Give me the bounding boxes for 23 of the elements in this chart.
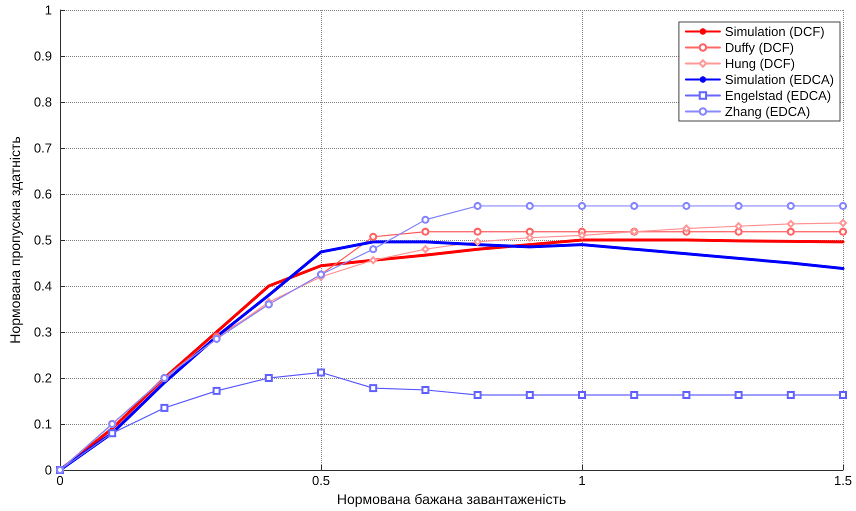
y-tick-label: 0.7 (34, 140, 52, 156)
y-tick-label: 0 (44, 462, 52, 478)
y-tick-label: 0.4 (34, 278, 52, 294)
y-tick-label: 0.9 (34, 48, 52, 64)
legend-label: Duffy (DCF) (724, 40, 794, 55)
legend-label: Simulation (DCF) (724, 24, 825, 39)
legend-label: Simulation (EDCA) (724, 72, 834, 87)
x-tick-label: 0 (56, 473, 64, 488)
y-axis-title: Нормована пропускна здатність (7, 136, 23, 344)
legend-label: Engelstad (EDCA) (724, 88, 832, 103)
legend-label: Hung (DCF) (724, 56, 795, 71)
y-tick-label: 0.6 (34, 186, 52, 202)
y-tick-label: 0.8 (34, 94, 52, 110)
y-tick-label: 0.2 (34, 370, 52, 386)
y-tick-label: 0.5 (34, 232, 52, 248)
x-tick-label: 1.5 (834, 473, 852, 488)
y-tick-label: 0.3 (34, 324, 52, 340)
x-tick-label: 0.5 (312, 473, 330, 488)
y-tick-label: 0.1 (34, 416, 52, 432)
x-tick-label: 1 (578, 473, 586, 488)
legend-label: Zhang (EDCA) (724, 104, 810, 119)
y-tick-label: 1 (44, 2, 52, 18)
x-axis-title: Нормована бажана завантаженість (336, 490, 566, 507)
